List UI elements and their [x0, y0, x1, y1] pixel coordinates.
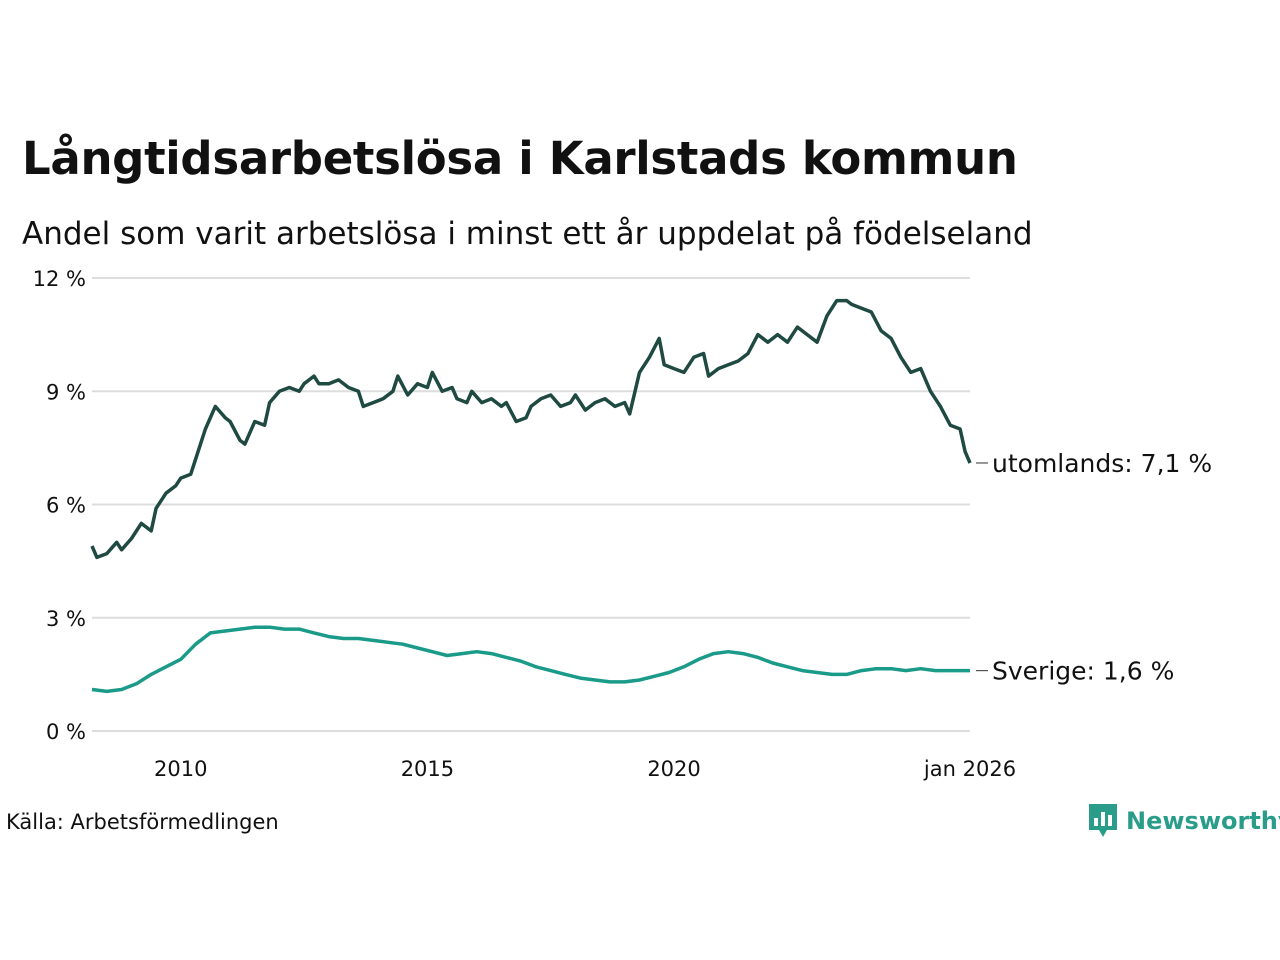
source-note: Källa: Arbetsförmedlingen: [6, 810, 279, 834]
bar-chart-icon: [1089, 804, 1117, 837]
end-label-utomlands: utomlands: 7,1 %: [992, 449, 1212, 478]
y-tick-label: 3 %: [46, 607, 86, 631]
y-tick-label: 0 %: [46, 720, 86, 744]
x-tick-label: 2020: [647, 757, 700, 781]
x-tick-label: 2015: [401, 757, 454, 781]
series-line-utomlands: [90, 298, 972, 560]
logo-text: Newsworthy: [1126, 807, 1280, 835]
chart-title: Långtidsarbetslösa i Karlstads kommun: [22, 132, 1018, 185]
series-line-sverige: [91, 625, 970, 694]
y-tick-label: 6 %: [46, 494, 86, 518]
newsworthy-logo: Newsworthy: [1088, 803, 1280, 839]
end-label-sverige: Sverige: 1,6 %: [992, 657, 1174, 686]
y-tick-label: 9 %: [46, 380, 86, 404]
x-tick-label: jan 2026: [923, 757, 1016, 781]
x-tick-label: 2010: [154, 757, 207, 781]
chart-subtitle: Andel som varit arbetslösa i minst ett å…: [22, 216, 1033, 252]
y-tick-label: 12 %: [33, 267, 86, 291]
